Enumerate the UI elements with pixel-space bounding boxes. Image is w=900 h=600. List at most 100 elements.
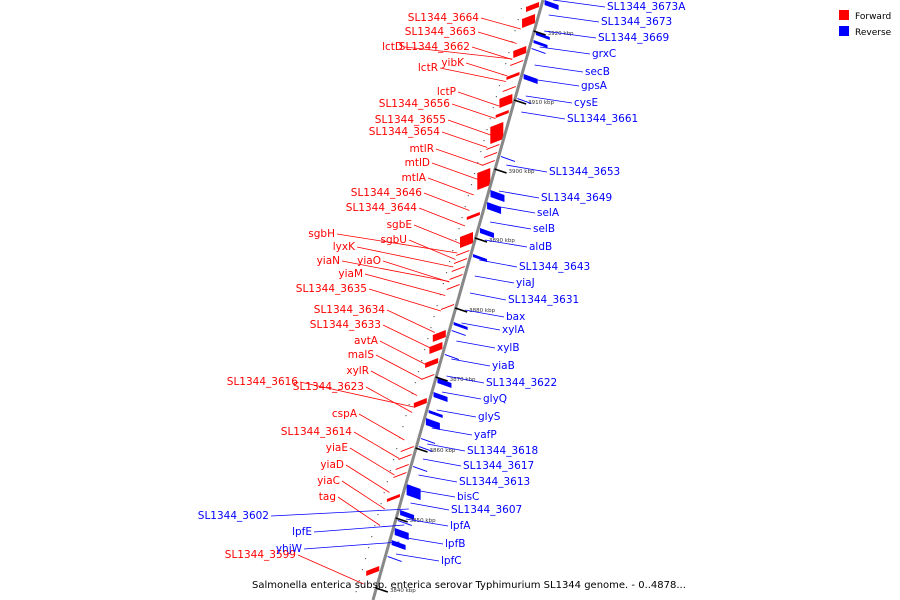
reverse-gene-block [433, 392, 448, 402]
reverse-gene-label: secB [585, 66, 610, 78]
forward-gene-block [481, 160, 495, 166]
reverse-gene-label: lpfA [450, 520, 471, 532]
track-dot [483, 140, 485, 142]
forward-gene-block [393, 472, 407, 478]
reverse-leader-line [270, 508, 409, 517]
scale-tick [395, 517, 408, 523]
scale-tick-label: 3890 kbp [489, 238, 515, 244]
reverse-gene-block [535, 32, 550, 40]
scale-tick [454, 307, 468, 313]
forward-gene-block [386, 494, 400, 502]
forward-gene-block [486, 144, 500, 150]
forward-gene-label: yiaC [317, 475, 340, 487]
reverse-gene-block [544, 0, 559, 10]
forward-leader-line [431, 162, 479, 180]
forward-gene-block [526, 2, 540, 12]
forward-gene-block [502, 86, 516, 92]
reverse-leader-line [479, 259, 518, 268]
track-dot [514, 30, 516, 32]
forward-gene-block [466, 212, 480, 220]
track-dot [383, 492, 385, 494]
forward-leader-line [364, 273, 446, 296]
forward-leader-line [345, 464, 390, 493]
forward-gene-label: yiaD [320, 459, 344, 471]
forward-gene-label: SL1344_3656 [379, 98, 451, 110]
forward-gene-block [522, 14, 536, 28]
track-dot [508, 52, 510, 54]
reverse-leader-line [484, 239, 528, 248]
track-dot [380, 503, 382, 505]
reverse-leader-line [461, 322, 501, 331]
reverse-gene-label: yhjW [276, 543, 303, 555]
forward-gene-label: sgbU [381, 234, 408, 246]
reverse-gene-block [479, 228, 494, 238]
reverse-gene-label: lpfB [445, 538, 465, 550]
forward-gene-block [429, 342, 443, 354]
reverse-leader-line [506, 164, 548, 173]
track-dot [449, 261, 451, 263]
track-dot [498, 85, 501, 87]
forward-leader-line [365, 386, 413, 413]
forward-gene-block [425, 358, 439, 368]
forward-leader-line [341, 480, 386, 510]
forward-gene-label: yiaN [317, 255, 340, 267]
forward-gene-label: lctP [437, 86, 456, 98]
reverse-leader-line [410, 502, 450, 511]
reverse-leader-line [548, 14, 600, 23]
forward-gene-block [432, 330, 446, 342]
reverse-gene-block [451, 330, 466, 336]
reverse-leader-line [313, 524, 405, 533]
reverse-gene-label: SL1344_3643 [519, 261, 590, 273]
forward-leader-line [477, 31, 517, 44]
track-dot [374, 525, 376, 527]
legend-reverse-swatch [839, 26, 849, 36]
forward-gene-block [484, 152, 498, 158]
track-dot [492, 107, 494, 109]
reverse-gene-label: SL1344_3673 [601, 16, 672, 28]
reverse-gene-label: xylB [497, 342, 520, 354]
track-dot [467, 195, 469, 197]
forward-gene-label: malS [348, 349, 375, 361]
reverse-gene-block [425, 418, 440, 430]
track-dot [396, 448, 398, 450]
reverse-leader-line [521, 111, 566, 120]
reverse-gene-block [472, 254, 487, 262]
reverse-leader-line [418, 474, 458, 483]
reverse-gene-label: lpfE [292, 526, 312, 538]
scale-tick-label: 3850 kbp [410, 518, 436, 524]
reverse-gene-label: selB [533, 223, 555, 235]
reverse-leader-line [436, 409, 477, 418]
reverse-gene-label: lpfC [441, 555, 462, 567]
track-dot [424, 349, 426, 351]
track-dot [486, 129, 488, 131]
reverse-gene-block [531, 48, 546, 54]
forward-leader-line [457, 91, 500, 107]
reverse-gene-block [487, 202, 502, 214]
track-dot [405, 415, 407, 417]
track-dot [358, 580, 360, 582]
reverse-leader-line [441, 391, 482, 400]
forward-leader-line [418, 207, 466, 227]
forward-gene-label: lctD [382, 41, 403, 53]
reverse-leader-line [465, 309, 505, 318]
forward-gene-block [395, 464, 409, 470]
reverse-gene-block [444, 354, 459, 360]
forward-gene-label: mtlD [405, 157, 430, 169]
forward-leader-line [439, 67, 506, 82]
track-dot [433, 316, 435, 318]
track-dot [377, 514, 379, 516]
reverse-leader-line [469, 292, 507, 301]
track-dot [361, 569, 363, 571]
reverse-gene-label: SL1344_3602 [198, 510, 269, 522]
track-dot [470, 184, 473, 186]
track-dot [517, 19, 519, 21]
track-dot [436, 305, 438, 307]
scale-tick-label: 3840 kbp [390, 588, 416, 594]
legend-reverse-label: Reverse [855, 28, 892, 38]
reverse-gene-block [533, 40, 548, 48]
reverse-gene-label: SL1344_3622 [486, 377, 557, 389]
track-dot [442, 283, 445, 285]
reverse-gene-label: yiaB [492, 360, 515, 372]
reverse-gene-block [387, 556, 402, 562]
forward-gene-label: yibK [441, 57, 465, 69]
